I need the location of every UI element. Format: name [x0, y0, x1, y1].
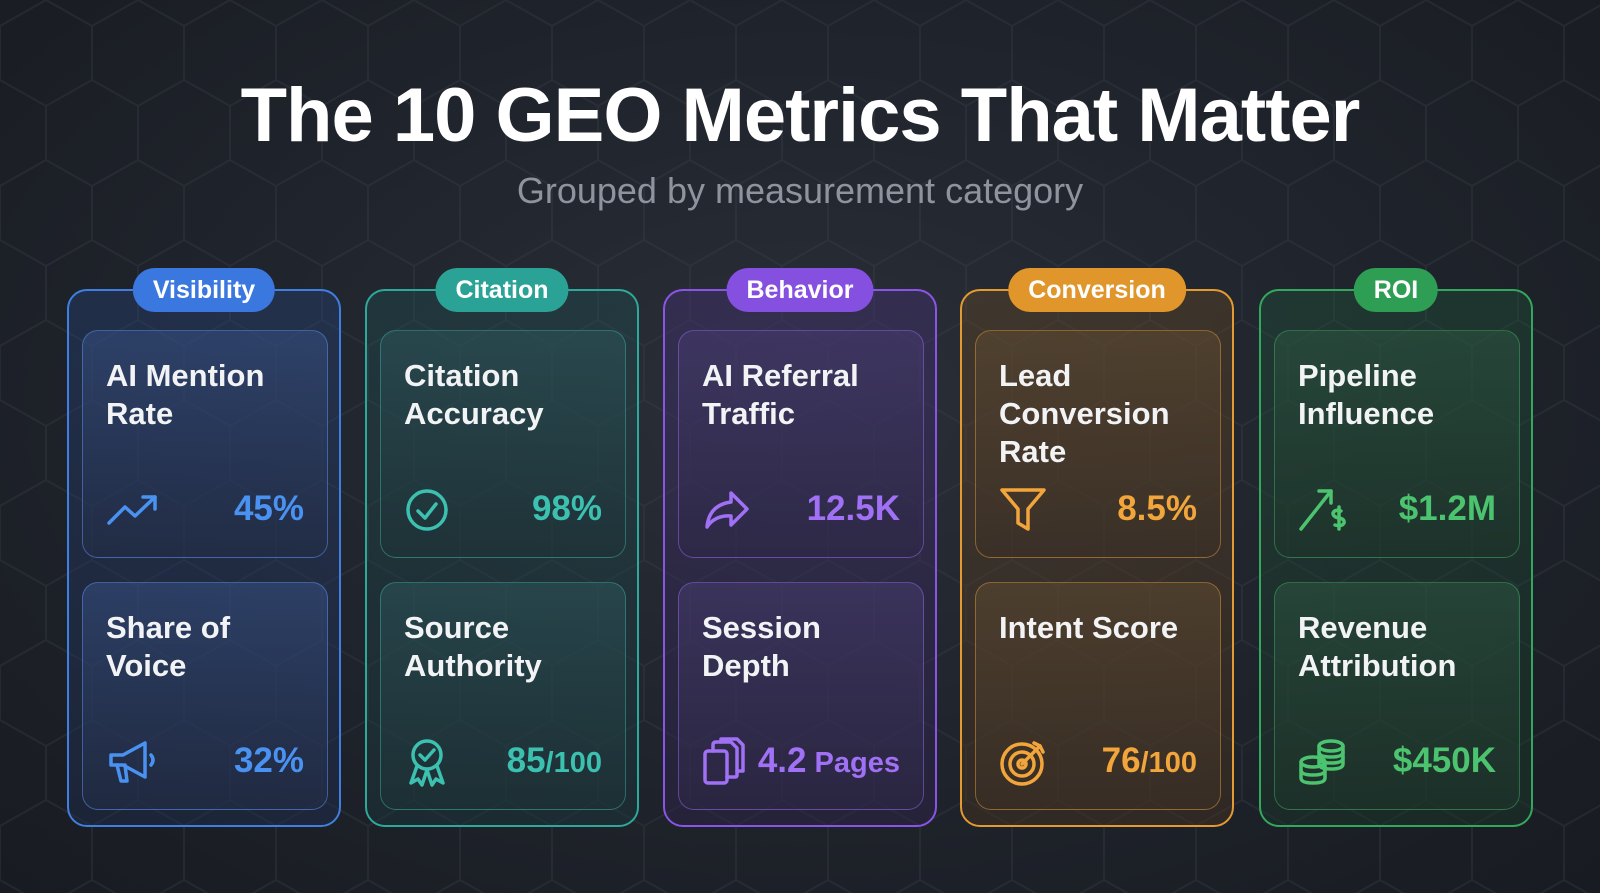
metric-card-source-authority[interactable]: Source Authority 85/100 — [380, 582, 626, 810]
metric-value: 32% — [233, 741, 304, 780]
metric-title: Intent Score — [999, 610, 1179, 645]
category-column-citation: Citation Citation Accuracy 98% Source Au… — [365, 268, 639, 827]
category-column-behavior: Behavior AI Referral Traffic 12.5K Sessi… — [663, 268, 937, 827]
metric-card-citation-accuracy[interactable]: Citation Accuracy 98% — [380, 330, 626, 558]
category-badge-visibility: Visibility — [132, 268, 276, 312]
category-column-conversion: Conversion Lead Conversion Rate 8.5% Int… — [960, 268, 1234, 827]
page-subtitle: Grouped by measurement category — [516, 170, 1084, 211]
category-badge-roi: ROI — [1353, 268, 1439, 312]
category-badge-behavior: Behavior — [726, 268, 874, 312]
category-badge-conversion: Conversion — [1008, 268, 1186, 312]
metric-value: 76/100 — [1101, 741, 1197, 780]
metric-value: 8.5% — [1117, 489, 1197, 528]
share-arrow-icon — [701, 485, 757, 535]
metric-card-share-of-voice[interactable]: Share of Voice 32% — [82, 582, 328, 810]
funnel-icon — [998, 485, 1054, 535]
metric-card-ai-mention-rate[interactable]: AI Mention Rate 45% — [82, 330, 328, 558]
target-icon — [998, 737, 1054, 787]
megaphone-icon — [105, 737, 161, 787]
metric-title: Lead Conversion Rate — [999, 358, 1170, 469]
metric-title: AI Mention Rate — [106, 358, 265, 431]
metric-card-intent-score[interactable]: Intent Score 76/100 — [975, 582, 1221, 810]
metric-title: Revenue Attribution — [1298, 610, 1457, 683]
metric-card-lead-conversion-rate[interactable]: Lead Conversion Rate 8.5% — [975, 330, 1221, 558]
metric-card-pipeline-influence[interactable]: Pipeline Influence $1.2M — [1274, 330, 1520, 558]
metric-columns: Visibility AI Mention Rate 45% Share of … — [67, 268, 1533, 827]
metric-card-session-depth[interactable]: Session Depth 4.2 Pages — [678, 582, 924, 810]
check-circle-icon — [403, 485, 459, 535]
coin-stack-icon — [1297, 737, 1353, 787]
trending-up-icon — [105, 485, 161, 535]
pages-stack-icon — [701, 737, 757, 787]
metric-value: 98% — [531, 489, 602, 528]
arrow-dollar-icon — [1297, 485, 1353, 535]
metric-value: $1.2M — [1398, 489, 1496, 528]
metric-title: Source Authority — [404, 610, 542, 683]
category-badge-citation: Citation — [435, 268, 569, 312]
category-column-roi: ROI Pipeline Influence $1.2M Revenue Att… — [1259, 268, 1533, 827]
metric-value: 85/100 — [506, 741, 602, 780]
metric-title: Pipeline Influence — [1298, 358, 1435, 431]
metric-value: 4.2 Pages — [757, 741, 900, 780]
metric-card-ai-referral-traffic[interactable]: AI Referral Traffic 12.5K — [678, 330, 924, 558]
page-title: The 10 GEO Metrics That Matter — [240, 73, 1361, 158]
metric-title: Session Depth — [702, 610, 821, 683]
metric-value: $450K — [1392, 741, 1496, 780]
metric-title: Share of Voice — [106, 610, 231, 683]
metric-title: AI Referral Traffic — [702, 358, 859, 431]
metric-value: 12.5K — [806, 489, 900, 528]
category-column-visibility: Visibility AI Mention Rate 45% Share of … — [67, 268, 341, 827]
metric-value: 45% — [233, 489, 304, 528]
metric-card-revenue-attribution[interactable]: Revenue Attribution $450K — [1274, 582, 1520, 810]
award-badge-icon — [403, 737, 459, 787]
metric-title: Citation Accuracy — [404, 358, 544, 431]
